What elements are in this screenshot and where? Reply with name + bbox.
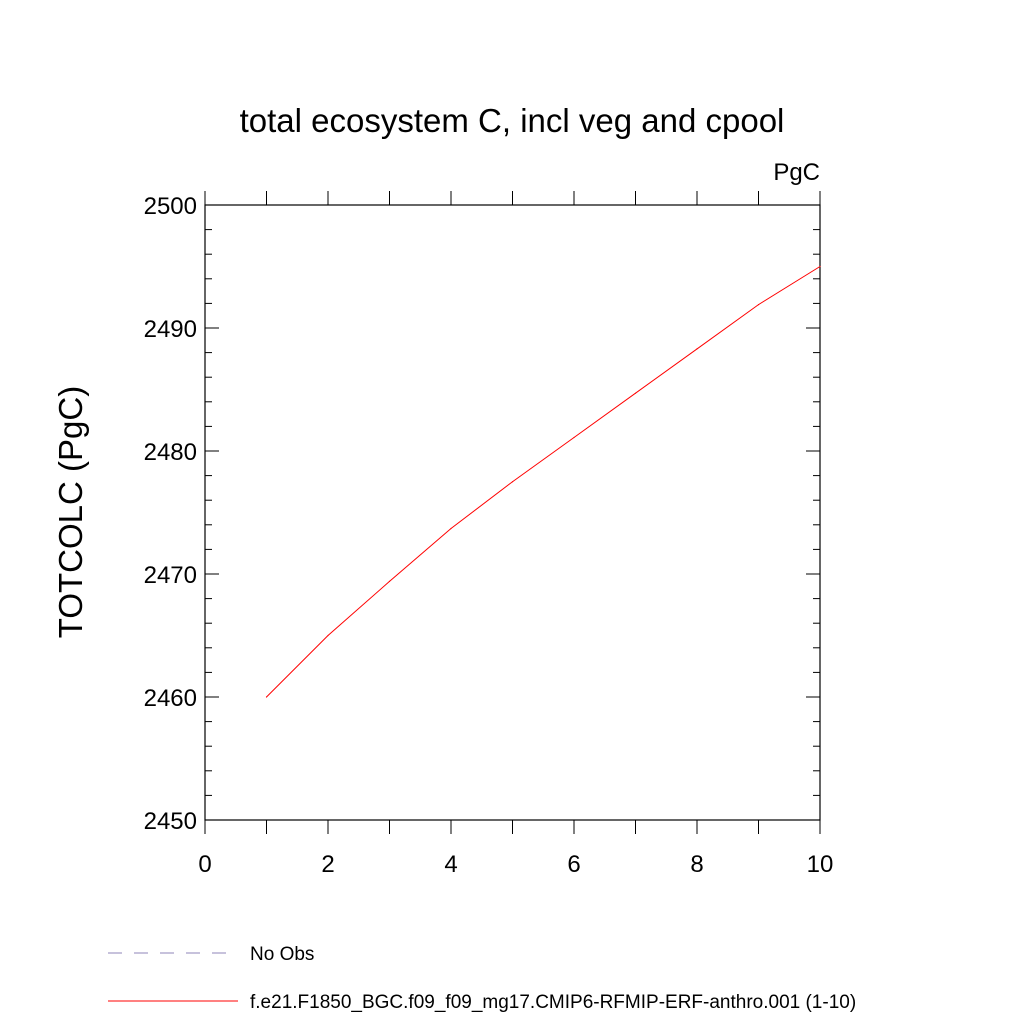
plot-frame (204, 204, 821, 821)
plot-axes (204, 204, 821, 821)
data-point (388, 580, 391, 582)
x-tick-label: 8 (690, 851, 703, 878)
legend-label: No Obs (250, 944, 314, 965)
legend: No Obs f.e21.F1850_BGC.f09_f09_mg17.CMIP6… (108, 944, 856, 1013)
legend-label: f.e21.F1850_BGC.f09_f09_mg17.CMIP6-RFMIP… (250, 992, 856, 1013)
x-axis-ticks: 0 2 4 6 8 10 (198, 191, 833, 878)
units-label: PgC (773, 159, 820, 186)
x-tick-label: 6 (567, 851, 580, 878)
data-point (573, 436, 575, 439)
y-tick-label: 2460 (144, 685, 197, 712)
data-point (696, 348, 698, 350)
y-tick-label: 2450 (144, 808, 197, 835)
y-tick-label: 2490 (144, 316, 197, 343)
data-point (819, 265, 821, 268)
y-tick-label: 2500 (144, 193, 197, 220)
y-axis-label: TOTCOLC (PgC) (52, 386, 89, 638)
x-tick-label: 4 (444, 851, 457, 878)
data-point (511, 481, 514, 483)
data-point (757, 304, 760, 306)
x-tick-label: 0 (198, 851, 211, 878)
y-tick-label: 2480 (144, 439, 197, 466)
series-layer (265, 265, 821, 698)
data-point (634, 392, 637, 394)
data-point (265, 696, 268, 698)
chart-title: total ecosystem C, incl veg and cpool (240, 102, 785, 139)
series-line (266, 266, 821, 698)
y-tick-label: 2470 (144, 562, 197, 589)
y-axis-ticks: 2450 2460 2470 2480 2490 2500 (144, 193, 820, 835)
x-tick-label: 10 (807, 851, 834, 878)
data-point (327, 634, 329, 637)
data-point (450, 527, 452, 530)
x-tick-label: 2 (321, 851, 334, 878)
